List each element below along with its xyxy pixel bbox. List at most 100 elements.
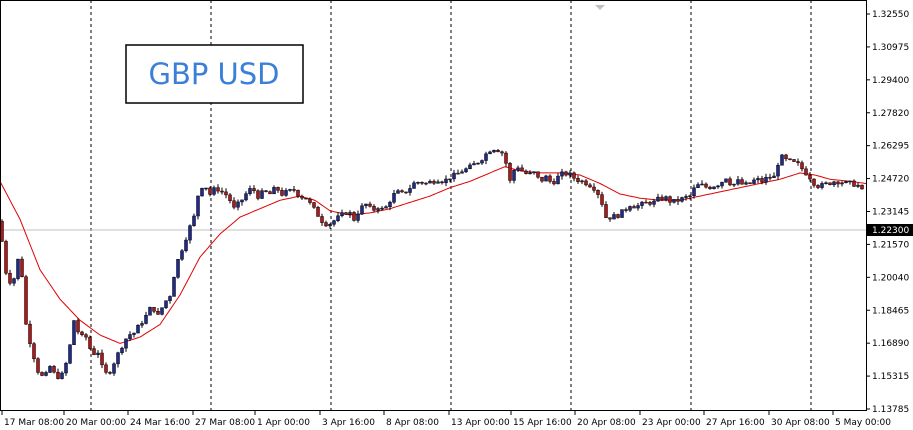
candle-down bbox=[588, 184, 592, 188]
candle-up bbox=[636, 205, 640, 209]
plot-frame bbox=[0, 0, 867, 411]
candle-up bbox=[688, 195, 692, 198]
candle-down bbox=[816, 185, 820, 188]
candle-up bbox=[444, 178, 448, 184]
candle-down bbox=[56, 371, 60, 379]
candle-down bbox=[676, 199, 680, 202]
price-axis: 1.32550 1.30975 1.29400 1.27820 1.26295 1.247… bbox=[866, 10, 909, 415]
candle-up bbox=[764, 176, 768, 183]
candle-up bbox=[736, 179, 740, 185]
candle-up bbox=[492, 149, 496, 153]
y-tick-label: 1.16890 bbox=[872, 339, 909, 349]
candle-down bbox=[808, 174, 812, 180]
candle-down bbox=[584, 180, 588, 186]
candle-up bbox=[448, 178, 452, 181]
candle-up bbox=[260, 190, 264, 199]
candle-down bbox=[4, 241, 8, 274]
candle-up bbox=[752, 179, 756, 184]
candle-up bbox=[468, 164, 472, 169]
candle-down bbox=[76, 320, 80, 333]
candle-up bbox=[168, 296, 172, 301]
candle-up bbox=[756, 178, 760, 181]
candle-down bbox=[836, 181, 840, 185]
candle-up bbox=[116, 352, 120, 365]
candle-up bbox=[348, 212, 352, 215]
candle-up bbox=[136, 324, 140, 334]
candle-up bbox=[176, 259, 180, 278]
candle-up bbox=[684, 196, 688, 198]
candle-down bbox=[800, 162, 804, 170]
candle-down bbox=[100, 352, 104, 366]
candle-down bbox=[596, 190, 600, 195]
candle-down bbox=[368, 203, 372, 207]
candle-up bbox=[460, 171, 464, 174]
candle-up bbox=[160, 307, 164, 315]
y-tick-label: 1.23145 bbox=[872, 208, 909, 218]
x-tick-label: 13 Apr 00:00 bbox=[451, 418, 510, 428]
y-tick-label: 1.13785 bbox=[872, 405, 909, 415]
y-tick-label: 1.32550 bbox=[872, 10, 909, 20]
candle-up bbox=[780, 154, 784, 166]
candle-down bbox=[728, 178, 732, 186]
candle-down bbox=[108, 372, 112, 374]
candle-up bbox=[568, 172, 572, 176]
candle-up bbox=[700, 183, 704, 186]
candle-up bbox=[44, 372, 48, 376]
candle-down bbox=[52, 366, 56, 373]
candle-up bbox=[532, 171, 536, 174]
x-tick-label: 23 Apr 00:00 bbox=[642, 418, 701, 428]
candle-down bbox=[704, 183, 708, 188]
candle-down bbox=[268, 191, 272, 195]
candle-down bbox=[304, 197, 308, 200]
candle-down bbox=[648, 201, 652, 205]
candle-down bbox=[592, 186, 596, 191]
candle-up bbox=[284, 190, 288, 196]
candle-up bbox=[288, 189, 292, 191]
candle-up bbox=[844, 181, 848, 184]
candle-up bbox=[340, 212, 344, 217]
candle-down bbox=[708, 186, 712, 190]
candle-up bbox=[712, 186, 716, 190]
candle-down bbox=[104, 364, 108, 373]
y-tick-label: 1.27820 bbox=[872, 109, 909, 119]
x-tick-label: 20 Mar 00:00 bbox=[66, 418, 126, 428]
candle-down bbox=[508, 163, 512, 181]
candle-down bbox=[616, 214, 620, 218]
candle-down bbox=[36, 358, 40, 373]
candle-up bbox=[124, 338, 128, 349]
candle-up bbox=[824, 182, 828, 185]
candle-down bbox=[228, 194, 232, 201]
candle-down bbox=[564, 171, 568, 176]
candle-down bbox=[624, 209, 628, 211]
candle-up bbox=[580, 180, 584, 183]
candle-up bbox=[480, 160, 484, 164]
x-tick-label: 5 May 00:00 bbox=[835, 418, 891, 428]
candle-down bbox=[152, 307, 156, 312]
candle-down bbox=[536, 171, 540, 178]
x-tick-label: 27 Mar 08:00 bbox=[195, 418, 255, 428]
candle-up bbox=[192, 215, 196, 226]
candle-up bbox=[512, 170, 516, 181]
candle-up bbox=[360, 205, 364, 215]
candle-down bbox=[540, 176, 544, 182]
candle-down bbox=[440, 181, 444, 184]
candle-down bbox=[432, 180, 436, 184]
candle-up bbox=[556, 175, 560, 185]
candle-up bbox=[328, 224, 332, 227]
candle-up bbox=[436, 181, 440, 184]
candle-down bbox=[300, 195, 304, 199]
candle-up bbox=[376, 208, 380, 211]
candle-down bbox=[264, 190, 268, 192]
candle-down bbox=[608, 217, 612, 220]
candle-up bbox=[364, 203, 368, 207]
candle-up bbox=[356, 213, 360, 221]
candle-up bbox=[60, 372, 64, 379]
candle-down bbox=[456, 172, 460, 175]
candle-up bbox=[840, 182, 844, 185]
candle-up bbox=[212, 187, 216, 195]
time-axis: 17 Mar 08:00 20 Mar 00:00 24 Mar 16:00 27 M… bbox=[1, 411, 891, 428]
y-tick-label: 1.15315 bbox=[872, 372, 909, 382]
candle-up bbox=[612, 214, 616, 220]
x-tick-label: 27 Apr 16:00 bbox=[706, 418, 765, 428]
